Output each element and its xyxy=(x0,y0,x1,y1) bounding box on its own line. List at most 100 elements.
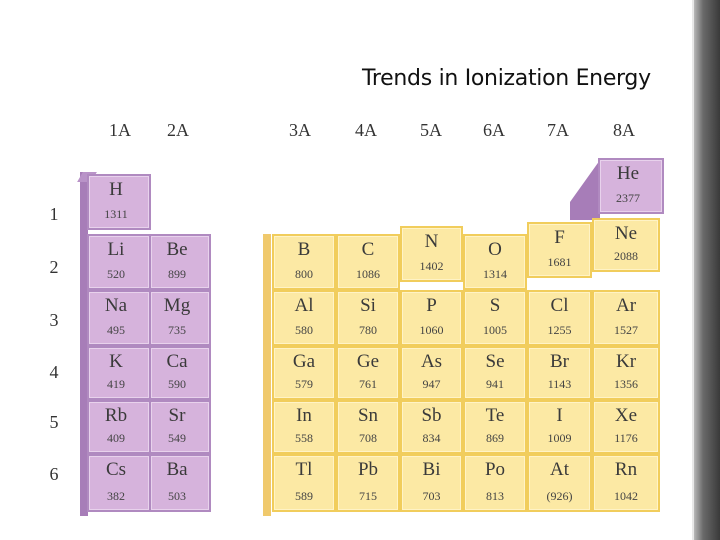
ionization-energy-value: 941 xyxy=(486,377,504,391)
ionization-energy-value: 899 xyxy=(168,267,186,281)
slide-edge-shadow xyxy=(694,0,720,540)
slide-title: Trends in Ionization Energy xyxy=(362,66,651,91)
ionization-energy-value: 1356 xyxy=(614,377,638,391)
element-cell-n: N 1402 xyxy=(400,226,463,282)
s-block-side-face xyxy=(80,172,88,516)
element-cell-as: As 947 xyxy=(400,346,463,400)
element-cell-k: K 419 xyxy=(87,346,151,400)
element-cell-cs: Cs 382 xyxy=(87,454,151,512)
element-cell-sr: Sr 549 xyxy=(149,400,211,454)
element-symbol: Pb xyxy=(357,459,379,480)
ionization-energy-value: 1060 xyxy=(419,323,444,337)
element-symbol: Ba xyxy=(166,459,188,480)
element-symbol: Po xyxy=(484,459,506,480)
element-cell-p: P 1060 xyxy=(400,290,463,346)
element-cell-be: Be 899 xyxy=(149,234,211,290)
ionization-energy-value: 503 xyxy=(168,489,186,503)
period-label: 4 xyxy=(49,362,59,382)
element-symbol: P xyxy=(426,295,437,316)
ionization-energy-value: 419 xyxy=(107,377,125,391)
element-symbol: In xyxy=(296,405,312,426)
element-symbol: Rn xyxy=(614,459,638,480)
element-symbol: C xyxy=(361,239,375,260)
group-label: 2A xyxy=(167,120,189,140)
element-symbol: He xyxy=(616,163,640,184)
group-label: 1A xyxy=(109,120,131,140)
ionization-energy-value: 2377 xyxy=(616,191,640,205)
period-label: 6 xyxy=(49,464,59,484)
ionization-energy-value: 834 xyxy=(422,431,441,445)
ionization-energy-value: 1143 xyxy=(547,377,572,391)
element-symbol: Be xyxy=(166,239,188,260)
ionization-energy-value: 813 xyxy=(486,489,504,503)
element-cell-si: Si 780 xyxy=(336,290,400,346)
element-cell-sb: Sb 834 xyxy=(400,400,463,454)
element-symbol: Ge xyxy=(356,351,380,372)
ionization-energy-value: 520 xyxy=(107,267,125,281)
ionization-energy-value: 708 xyxy=(359,431,377,445)
ionization-energy-value: 1086 xyxy=(356,267,380,281)
ionization-energy-value: 1176 xyxy=(614,431,638,445)
group-label: 3A xyxy=(289,120,311,140)
element-cell-cl: Cl 1255 xyxy=(527,290,592,346)
element-cell-he: He 2377 xyxy=(598,158,664,214)
element-cell-ne: Ne 2088 xyxy=(592,218,660,272)
ionization-energy-value: 947 xyxy=(422,377,441,391)
element-cell-sn: Sn 708 xyxy=(336,400,400,454)
element-symbol: N xyxy=(424,231,439,252)
ionization-energy-value: 761 xyxy=(359,377,377,391)
element-symbol: Se xyxy=(485,351,505,372)
element-cell-bi: Bi 703 xyxy=(400,454,463,512)
period-label: 2 xyxy=(49,257,59,277)
ionization-energy-value: 800 xyxy=(295,267,313,281)
element-symbol: Rb xyxy=(104,405,128,426)
element-symbol: F xyxy=(554,227,565,248)
element-cell-ga: Ga 579 xyxy=(272,346,336,400)
element-symbol: Al xyxy=(294,295,314,316)
element-cell-f: F 1681 xyxy=(527,222,592,278)
ionization-energy-value: 1009 xyxy=(547,431,572,445)
ionization-energy-value: 1402 xyxy=(419,259,444,273)
element-symbol: S xyxy=(489,295,501,316)
group-label: 8A xyxy=(613,120,635,140)
element-cell-o: O 1314 xyxy=(463,234,527,290)
ionization-energy-value: 580 xyxy=(295,323,313,337)
element-symbol: B xyxy=(297,239,311,260)
element-symbol: Ga xyxy=(292,351,316,372)
element-symbol: At xyxy=(550,459,569,480)
element-symbol: Br xyxy=(550,351,569,372)
element-cell-na: Na 495 xyxy=(87,290,151,346)
element-cell-ge: Ge 761 xyxy=(336,346,400,400)
element-cell-ar: Ar 1527 xyxy=(592,290,660,346)
ionization-energy-value: 735 xyxy=(168,323,186,337)
ionization-energy-value: 1255 xyxy=(547,323,572,337)
element-cell-xe: Xe 1176 xyxy=(592,400,660,454)
element-symbol: Xe xyxy=(614,405,638,426)
ionization-energy-value: 869 xyxy=(486,431,504,445)
element-cell-li: Li 520 xyxy=(87,234,151,290)
ionization-energy-value: 715 xyxy=(359,489,377,503)
p-block-side-face xyxy=(263,234,271,516)
element-cell-br: Br 1143 xyxy=(527,346,592,400)
element-cell-i: I 1009 xyxy=(527,400,592,454)
slide-edge-highlight xyxy=(692,0,694,540)
element-symbol: Cs xyxy=(105,459,127,480)
element-cell-c: C 1086 xyxy=(336,234,400,290)
ionization-energy-value: 1311 xyxy=(104,207,128,221)
ionization-energy-value: 1681 xyxy=(547,255,572,269)
element-symbol: I xyxy=(556,405,563,426)
ionization-energy-value: 1527 xyxy=(614,323,638,337)
element-cell-se: Se 941 xyxy=(463,346,527,400)
element-symbol: Mg xyxy=(163,295,191,316)
element-cell-kr: Kr 1356 xyxy=(592,346,660,400)
element-cell-at: At (926) xyxy=(527,454,592,512)
element-symbol: Cl xyxy=(550,295,569,316)
element-cell-mg: Mg 735 xyxy=(149,290,211,346)
ionization-energy-value: (926) xyxy=(546,489,573,503)
group-label: 5A xyxy=(420,120,442,140)
element-cell-rb: Rb 409 xyxy=(87,400,151,454)
ionization-energy-value: 703 xyxy=(422,489,441,503)
ionization-energy-value: 2088 xyxy=(614,249,638,263)
ionization-energy-value: 558 xyxy=(295,431,313,445)
ionization-energy-value: 382 xyxy=(107,489,125,503)
